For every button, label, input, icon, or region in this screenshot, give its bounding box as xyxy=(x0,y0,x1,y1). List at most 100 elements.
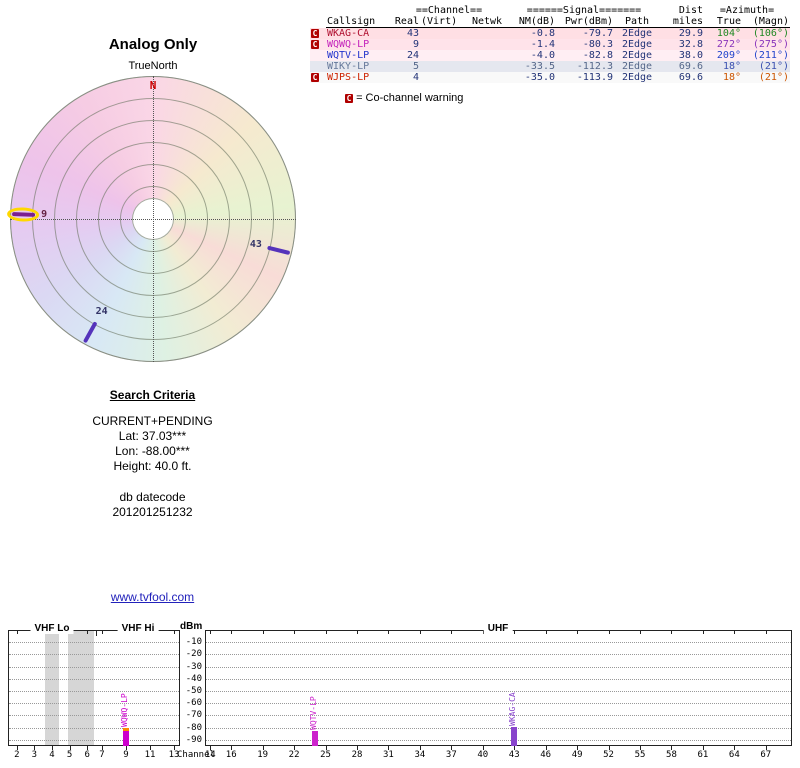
cell-virt xyxy=(420,28,466,40)
x-tick-bottom xyxy=(702,746,704,750)
cell-path: 2Edge xyxy=(621,61,653,72)
x-tick-top xyxy=(765,630,767,634)
station-channel-label: 43 xyxy=(249,238,262,250)
x-tick-label: 40 xyxy=(477,750,489,760)
column-header: Path xyxy=(614,16,660,28)
x-tick-top xyxy=(671,630,673,634)
x-tick-top xyxy=(325,630,327,634)
dist-group-header: Dist xyxy=(678,5,703,16)
x-tick-top xyxy=(388,630,390,634)
tvfool-link[interactable]: www.tvfool.com xyxy=(110,590,195,604)
column-header: True xyxy=(704,16,742,28)
station-channel-label: 24 xyxy=(95,305,108,317)
cell-pwr: -113.9 xyxy=(576,72,613,83)
x-tick-label: 11 xyxy=(144,750,156,760)
grid-line xyxy=(9,739,179,741)
cell-miles: 38.0 xyxy=(678,50,703,61)
grid-line xyxy=(206,715,791,717)
x-tick-bottom xyxy=(262,746,264,750)
x-tick-bottom xyxy=(34,746,36,750)
cell-pwr: -112.3 xyxy=(576,61,613,72)
antenna-height: Height: 40.0 ft. xyxy=(113,459,192,473)
x-tick-top xyxy=(514,630,516,634)
x-tick-top xyxy=(231,630,233,634)
cell-az_true: 209° xyxy=(716,50,741,61)
x-tick-top xyxy=(87,630,89,634)
grid-line xyxy=(206,691,791,693)
cell-az_true: 272° xyxy=(716,39,741,50)
table-row: WQTV-LP 24 -4.0 -82.8 2Edge 38.0 209° (211°) xyxy=(310,50,790,61)
x-tick-bottom xyxy=(231,746,233,750)
cell-real: 24 xyxy=(406,50,419,61)
longitude: Lon: -88.00*** xyxy=(115,444,190,458)
x-tick-label: 14 xyxy=(204,750,216,760)
table-row: C WJPS-LP 4 -35.0 -113.9 2Edge 69.6 18° (21°) xyxy=(310,72,790,83)
x-tick-bottom xyxy=(765,746,767,750)
x-tick-top xyxy=(262,630,264,634)
y-axis-unit-label: dBm xyxy=(180,621,203,632)
x-tick-top xyxy=(356,630,358,634)
x-tick-top xyxy=(419,630,421,634)
x-tick-label: 2 xyxy=(14,750,20,760)
x-tick-bottom xyxy=(608,746,610,750)
plot-title: Analog Only xyxy=(108,36,198,53)
cell-pwr: -80.3 xyxy=(582,39,613,50)
x-tick-label: 9 xyxy=(123,750,129,760)
y-tick-label: -70 xyxy=(185,710,202,721)
x-tick-bottom xyxy=(126,746,127,750)
cell-callsign: WKAG-CA xyxy=(327,28,370,39)
x-tick-label: 49 xyxy=(571,750,583,760)
x-tick-label: 16 xyxy=(225,750,237,760)
x-tick-top xyxy=(608,630,610,634)
x-tick-bottom xyxy=(451,746,453,750)
cell-real: 9 xyxy=(412,39,419,50)
cell-co: C xyxy=(310,39,326,50)
cell-co: C xyxy=(310,28,326,40)
cell-miles: 32.8 xyxy=(678,39,703,50)
grid-line xyxy=(9,691,179,693)
cell-nm: -1.4 xyxy=(530,39,555,50)
cell-miles: 29.9 xyxy=(678,28,703,39)
grid-line xyxy=(9,666,179,668)
cell-co: C xyxy=(310,72,326,83)
x-tick-label: 7 xyxy=(99,750,105,760)
grid-line xyxy=(206,678,791,680)
x-tick-label: 25 xyxy=(320,750,331,760)
x-tick-label: 43 xyxy=(508,750,520,760)
cell-path: 2Edge xyxy=(621,39,653,50)
signal-bar-callsign-label: WQTV-LP xyxy=(309,696,319,731)
band-label-uhf: UHF xyxy=(483,623,513,634)
table-row: C WKAG-CA 43 -0.8 -79.7 2Edge 29.9 104° (106°) xyxy=(310,27,790,40)
grid-line xyxy=(206,642,791,644)
column-header: Netwk xyxy=(466,16,508,28)
grid-line xyxy=(206,666,791,668)
cell-virt xyxy=(420,61,466,72)
db-datecode-label: db datecode xyxy=(119,490,186,504)
cell-az_true: 18° xyxy=(722,61,741,72)
cell-az_true: 18° xyxy=(722,72,741,83)
x-tick-top xyxy=(577,630,579,634)
grid-line xyxy=(9,678,179,680)
azimuth-radar-plot: 9 43 24 N xyxy=(6,76,296,362)
y-tick-label: -60 xyxy=(185,698,202,709)
cell-miles: 69.6 xyxy=(678,61,703,72)
signal-bar-wqwq-lp xyxy=(123,728,129,746)
x-tick-bottom xyxy=(545,746,547,750)
x-tick-label: 34 xyxy=(414,750,426,760)
grid-line xyxy=(9,654,179,656)
x-tick-bottom xyxy=(294,746,296,750)
search-criteria: Search Criteria CURRENT+PENDING Lat: 37.… xyxy=(55,388,250,520)
band-label-vhf-lo: VHF Lo xyxy=(30,623,74,634)
x-tick-label: 46 xyxy=(540,750,552,760)
x-tick-bottom xyxy=(356,746,358,750)
x-tick-bottom xyxy=(577,746,579,750)
signal-group-header: ======Signal======= xyxy=(526,5,642,16)
column-header: Pwr(dBm) xyxy=(556,16,614,28)
x-tick-label: 64 xyxy=(728,750,740,760)
x-tick-label: 3 xyxy=(31,750,38,760)
x-tick-top xyxy=(734,630,736,634)
grid-line xyxy=(9,642,179,644)
search-criteria-heading: Search Criteria xyxy=(109,388,196,402)
column-header: Real xyxy=(390,16,420,28)
